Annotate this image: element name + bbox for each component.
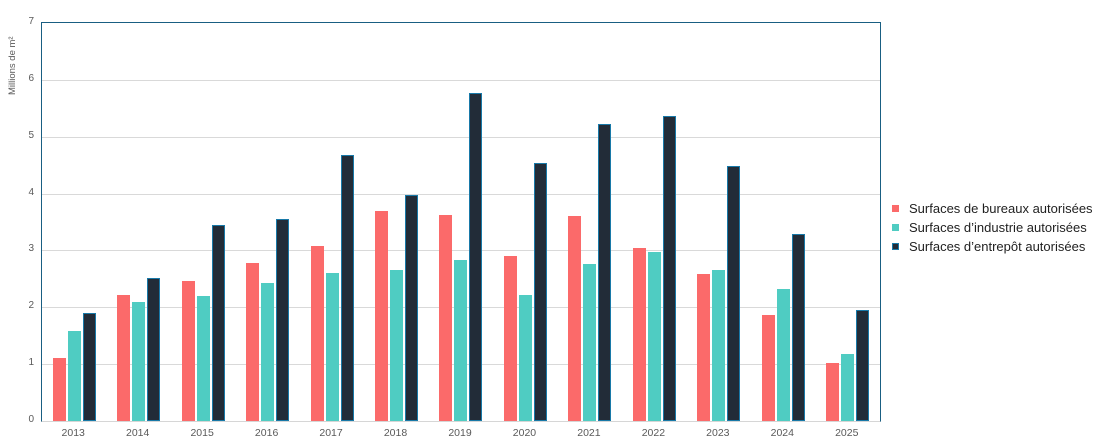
bar-entrepot-2019 <box>469 92 483 421</box>
x-tick-label-2021: 2021 <box>577 427 601 439</box>
bar-bureaux-2017 <box>310 246 324 421</box>
bar-bureaux-2016 <box>246 262 260 421</box>
bar-entrepot-2016 <box>276 218 290 421</box>
bar-entrepot-2023 <box>727 166 741 421</box>
bar-group-2022 <box>622 23 686 421</box>
bar-bureaux-2020 <box>503 256 517 421</box>
gridline-y4 <box>42 193 880 195</box>
x-tick-label-2015: 2015 <box>190 427 214 439</box>
bar-bureaux-2025 <box>826 363 840 421</box>
bar-industrie-2013 <box>67 331 81 421</box>
bar-bureaux-2019 <box>439 215 453 421</box>
bar-industrie-2017 <box>325 272 339 421</box>
bar-industrie-2015 <box>196 295 210 421</box>
bar-bureaux-2021 <box>568 215 582 421</box>
bar-industrie-2024 <box>776 289 790 421</box>
x-tick-label-2022: 2022 <box>641 427 666 439</box>
bar-group-2023 <box>687 23 751 421</box>
y-tick-label-6: 6 <box>28 72 34 84</box>
y-tick-label-7: 7 <box>28 16 34 27</box>
bar-bureaux-2023 <box>697 274 711 421</box>
x-tick-label-2019: 2019 <box>448 427 472 439</box>
bar-entrepot-2013 <box>82 312 96 421</box>
y-tick-label-2: 2 <box>28 300 34 312</box>
y-tick-label-0: 0 <box>28 414 34 425</box>
bar-group-2013 <box>42 23 106 421</box>
legend-label-bureaux: Surfaces de bureaux autorisées <box>909 201 1093 216</box>
bar-group-2021 <box>558 23 622 421</box>
x-tick-label-2020: 2020 <box>512 427 537 439</box>
legend-item-bureaux: Surfaces de bureaux autorisées <box>892 201 1093 216</box>
bar-bureaux-2024 <box>761 314 775 421</box>
legend-item-industrie: Surfaces d’industrie autorisées <box>892 220 1093 235</box>
bar-industrie-2025 <box>841 353 855 421</box>
x-tick-label-2013: 2013 <box>61 427 85 439</box>
legend-swatch-entrepot-icon <box>892 243 899 250</box>
bar-group-2017 <box>300 23 364 421</box>
x-tick-label-2017: 2017 <box>319 427 343 439</box>
x-tick-label-2016: 2016 <box>254 427 279 439</box>
legend-label-entrepot: Surfaces d’entrepôt autorisées <box>909 239 1086 254</box>
y-tick-label-1: 1 <box>28 357 34 369</box>
bar-industrie-2023 <box>712 269 726 421</box>
bar-entrepot-2025 <box>856 309 870 421</box>
bar-industrie-2022 <box>647 252 661 421</box>
bar-industrie-2019 <box>454 260 468 421</box>
gridline-y5 <box>42 136 880 138</box>
bar-group-2015 <box>171 23 235 421</box>
bar-bureaux-2015 <box>181 280 195 421</box>
y-axis-title: Millions de m² <box>7 36 18 95</box>
legend: Surfaces de bureaux autorisées Surfaces … <box>892 201 1093 254</box>
bar-entrepot-2015 <box>211 225 225 421</box>
x-tick-label-2014: 2014 <box>126 427 150 439</box>
legend-swatch-bureaux-icon <box>892 205 899 212</box>
bar-group-2020 <box>493 23 557 421</box>
y-tick-label-3: 3 <box>28 243 34 255</box>
bar-industrie-2020 <box>518 295 532 421</box>
bar-group-2018 <box>364 23 428 421</box>
bar-group-2024 <box>751 23 815 421</box>
plot-area <box>41 22 881 422</box>
x-tick-label-2024: 2024 <box>770 427 794 439</box>
x-tick-label-2018: 2018 <box>383 427 408 439</box>
bar-group-2016 <box>235 23 299 421</box>
bar-group-2025 <box>816 23 880 421</box>
x-tick-label-2023: 2023 <box>706 427 730 439</box>
bar-group-2019 <box>429 23 493 421</box>
gridline-y3 <box>42 250 880 252</box>
y-tick-label-4: 4 <box>28 186 34 198</box>
bar-industrie-2018 <box>390 269 404 421</box>
bar-industrie-2016 <box>261 282 275 421</box>
bar-entrepot-2014 <box>147 277 161 421</box>
legend-item-entrepot: Surfaces d’entrepôt autorisées <box>892 239 1093 254</box>
bar-entrepot-2020 <box>533 163 547 421</box>
bar-entrepot-2017 <box>340 155 354 421</box>
bar-bureaux-2018 <box>375 210 389 421</box>
bar-entrepot-2022 <box>662 115 676 421</box>
legend-label-industrie: Surfaces d’industrie autorisées <box>909 220 1087 235</box>
bar-bureaux-2013 <box>52 358 66 421</box>
bar-group-2014 <box>106 23 170 421</box>
bar-entrepot-2024 <box>791 233 805 421</box>
bar-bureaux-2014 <box>117 294 131 421</box>
y-tick-label-5: 5 <box>28 129 34 141</box>
bar-entrepot-2021 <box>598 123 612 421</box>
x-tick-label-2025: 2025 <box>835 427 859 439</box>
gridline-y6 <box>42 79 880 81</box>
legend-swatch-industrie-icon <box>892 224 899 231</box>
bar-bureaux-2022 <box>632 247 646 421</box>
bar-entrepot-2018 <box>405 195 419 421</box>
bar-industrie-2021 <box>583 264 597 421</box>
bar-industrie-2014 <box>132 301 146 421</box>
